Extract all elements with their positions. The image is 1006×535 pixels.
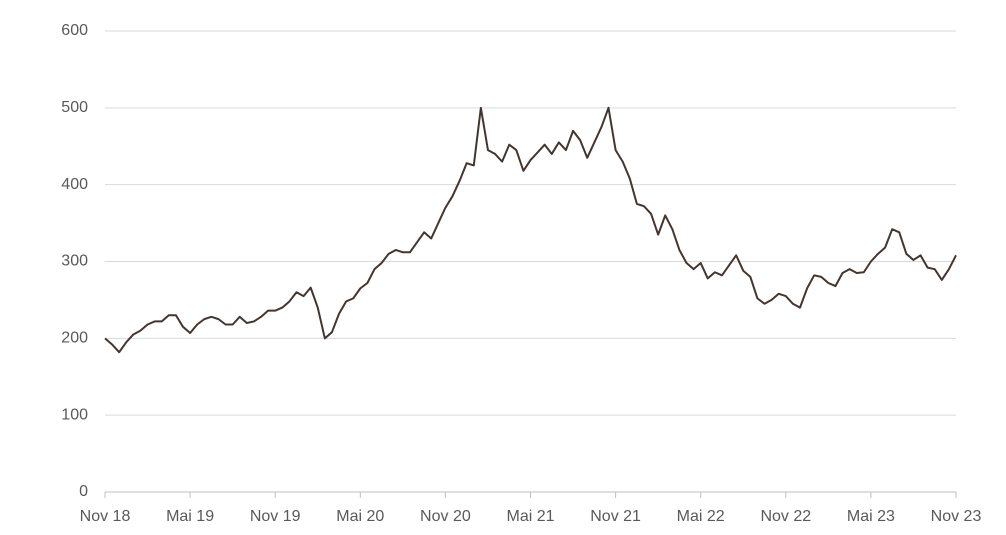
y-tick-label: 300 — [61, 253, 88, 270]
x-tick-label: Nov 18 — [80, 508, 131, 525]
x-tick-label: Mai 20 — [336, 508, 384, 525]
x-tick-label: Nov 21 — [590, 508, 641, 525]
y-tick-label: 100 — [61, 406, 88, 423]
x-tick-label: Nov 22 — [760, 508, 811, 525]
line — [104, 106, 957, 354]
y-tick-label: 200 — [61, 330, 88, 347]
y-tick-label: 0 — [79, 483, 88, 500]
x-tick-label: Nov 23 — [931, 508, 982, 525]
x-tick-label: Nov 20 — [420, 508, 471, 525]
y-tick-label: 500 — [61, 99, 88, 116]
y-tick-label: 400 — [61, 176, 88, 193]
x-tick-label: Nov 19 — [250, 508, 301, 525]
y-tick-label: 600 — [61, 22, 88, 39]
x-tick-label: Mai 19 — [166, 508, 214, 525]
x-tick-label: Mai 23 — [847, 508, 895, 525]
x-tick-label: Mai 22 — [677, 508, 725, 525]
x-tick-label: Mai 21 — [506, 508, 554, 525]
